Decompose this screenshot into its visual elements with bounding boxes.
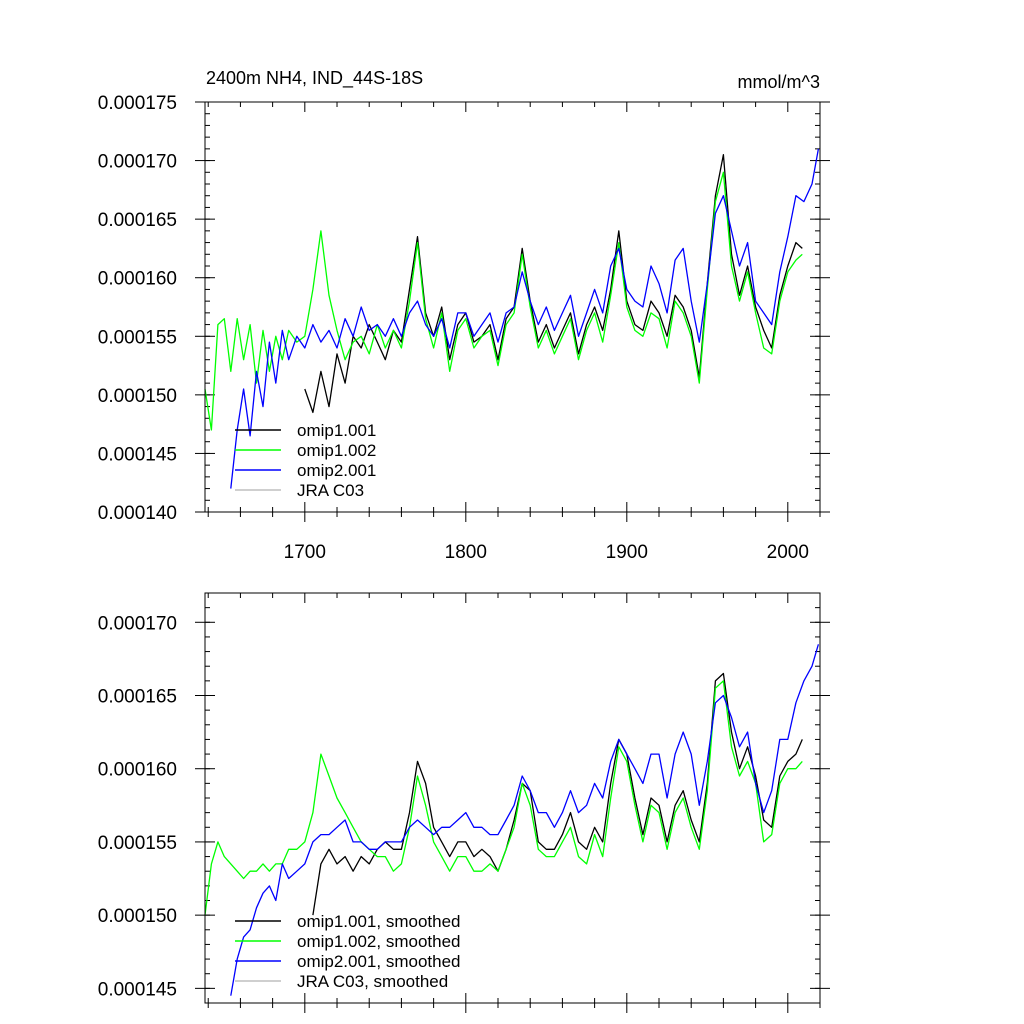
y-tick-label: 0.000175 xyxy=(98,93,177,114)
bottom-ticks: 0.000145 0.000150 0.000155 0.000160 0.000165… xyxy=(98,592,830,1013)
legend-label: JRA C03, smoothed xyxy=(297,972,448,991)
series-line-omip1-001-smoothed xyxy=(312,672,803,916)
legend-label: omip2.001 xyxy=(297,461,376,480)
x-tick-label: 2000 xyxy=(767,542,809,563)
legend-label: omip1.001 xyxy=(297,421,376,440)
series-line-omip2-001-smoothed xyxy=(230,644,820,996)
y-tick-label: 0.000155 xyxy=(98,833,177,854)
series-line-omip1-001 xyxy=(304,154,803,414)
top-series-lines xyxy=(204,148,820,489)
legend-label: JRA C03 xyxy=(297,481,364,500)
y-tick-label: 0.000170 xyxy=(98,613,177,634)
y-tick-label: 0.000165 xyxy=(98,210,177,231)
series-line-omip2-001 xyxy=(230,148,820,489)
y-tick-label: 0.000160 xyxy=(98,269,177,290)
y-tick-label: 0.000155 xyxy=(98,327,177,348)
y-tick-label: 0.000145 xyxy=(98,444,177,465)
series-line-omip1-002 xyxy=(204,171,803,431)
legend-label: omip1.002 xyxy=(297,441,376,460)
panel-top: 2400m NH4, IND_44S-18S mmol/m^3 1700 1800… xyxy=(98,68,830,563)
y-tick-label: 0.000150 xyxy=(98,906,177,927)
x-tick-label: 1800 xyxy=(445,542,487,563)
bottom-series-lines xyxy=(204,644,820,996)
y-tick-label: 0.000150 xyxy=(98,386,177,407)
bottom-plot-frame xyxy=(204,592,821,1004)
series-line-omip1-002-smoothed xyxy=(204,680,803,916)
y-tick-label: 0.000145 xyxy=(98,979,177,1000)
chart-units: mmol/m^3 xyxy=(738,72,820,92)
legend-label: omip1.002, smoothed xyxy=(297,932,461,951)
y-tick-label: 0.000140 xyxy=(98,503,177,524)
legend-label: omip2.001, smoothed xyxy=(297,952,461,971)
x-tick-label: 1700 xyxy=(284,542,326,563)
y-tick-label: 0.000165 xyxy=(98,687,177,708)
x-tick-label: 1900 xyxy=(606,542,648,563)
chart-title: 2400m NH4, IND_44S-18S xyxy=(206,68,423,89)
legend-label: omip1.001, smoothed xyxy=(297,912,461,931)
panel-bottom: 0.000145 0.000150 0.000155 0.000160 0.000165… xyxy=(98,592,830,1013)
y-tick-label: 0.000160 xyxy=(98,760,177,781)
top-plot-frame xyxy=(204,101,821,513)
y-tick-label: 0.000170 xyxy=(98,152,177,173)
top-ticks: 1700 1800 1900 2000 0.000140 0.000145 0.000150… xyxy=(98,93,830,563)
